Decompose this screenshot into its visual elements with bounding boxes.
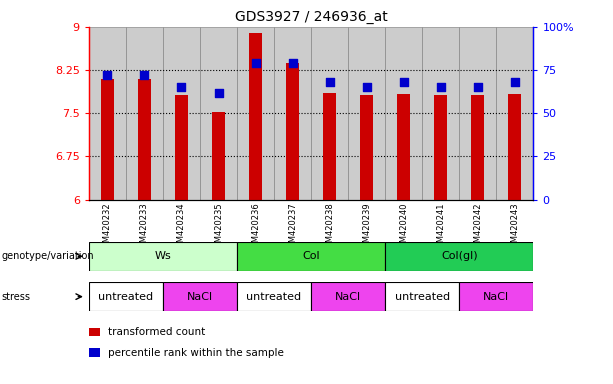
Text: Ws: Ws	[154, 251, 171, 262]
Bar	[434, 95, 447, 200]
Bar	[360, 95, 373, 200]
Bar	[89, 242, 237, 271]
Bar	[348, 27, 385, 200]
Bar	[175, 95, 188, 200]
Bar	[385, 242, 533, 271]
Bar	[89, 348, 100, 357]
Bar	[508, 94, 521, 200]
Point	[102, 72, 112, 78]
Bar	[249, 33, 262, 200]
Bar	[286, 63, 299, 200]
Bar	[497, 27, 533, 200]
Point	[251, 60, 261, 66]
Text: untreated: untreated	[395, 291, 450, 302]
Point	[325, 79, 335, 85]
Title: GDS3927 / 246936_at: GDS3927 / 246936_at	[235, 10, 387, 25]
Text: untreated: untreated	[98, 291, 153, 302]
Point	[362, 84, 371, 91]
Text: Col: Col	[302, 251, 320, 262]
Bar	[459, 27, 497, 200]
Bar	[385, 27, 422, 200]
Bar	[237, 282, 311, 311]
Bar	[422, 27, 459, 200]
Text: NaCl: NaCl	[483, 291, 509, 302]
Text: untreated: untreated	[246, 291, 302, 302]
Bar	[163, 27, 200, 200]
Bar	[237, 242, 385, 271]
Point	[436, 84, 446, 91]
Bar	[101, 79, 114, 200]
Bar	[385, 282, 459, 311]
Text: transformed count: transformed count	[107, 327, 205, 337]
Bar	[471, 95, 484, 200]
Point	[140, 72, 150, 78]
Bar	[200, 27, 237, 200]
Bar	[397, 94, 410, 200]
Text: NaCl: NaCl	[187, 291, 213, 302]
Bar	[459, 282, 533, 311]
Point	[177, 84, 186, 91]
Text: genotype/variation: genotype/variation	[1, 251, 94, 262]
Text: percentile rank within the sample: percentile rank within the sample	[107, 348, 283, 358]
Bar	[311, 282, 385, 311]
Point	[213, 89, 223, 96]
Text: stress: stress	[1, 291, 30, 302]
Bar	[89, 328, 100, 336]
Bar	[311, 27, 348, 200]
Bar	[323, 93, 336, 200]
Bar	[163, 282, 237, 311]
Text: Col(gl): Col(gl)	[441, 251, 478, 262]
Bar	[212, 112, 225, 200]
Bar	[126, 27, 163, 200]
Point	[287, 60, 297, 66]
Point	[510, 79, 520, 85]
Bar	[274, 27, 311, 200]
Bar	[237, 27, 274, 200]
Point	[473, 84, 482, 91]
Bar	[138, 79, 151, 200]
Bar	[89, 282, 163, 311]
Point	[399, 79, 409, 85]
Bar	[89, 27, 126, 200]
Text: NaCl: NaCl	[335, 291, 361, 302]
